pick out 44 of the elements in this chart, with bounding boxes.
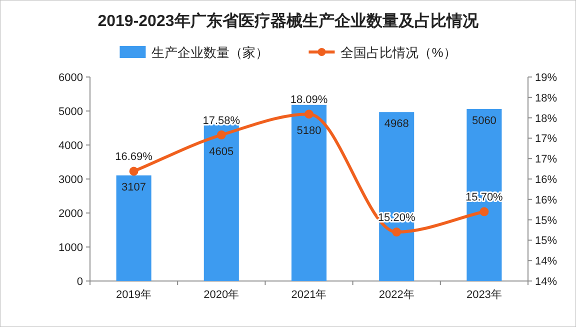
data-label: 5180 xyxy=(296,125,322,138)
point xyxy=(216,130,226,140)
y2-tick-label: 18% xyxy=(535,112,558,125)
y2-tick-label: 18% xyxy=(535,92,558,104)
data-label: 3107 xyxy=(122,181,146,194)
data-label: 4968 xyxy=(384,118,409,130)
y-tick-label: 1000 xyxy=(58,242,83,254)
chart-title: 2019-2023年广东省医疗器械生产企业数量及占比情况 xyxy=(98,12,480,30)
data-label: 18.09% xyxy=(290,94,328,106)
y-tick-label: 6000 xyxy=(58,72,83,84)
data-label: 16.69% xyxy=(115,151,153,164)
x-tick-label: 2022年 xyxy=(378,289,414,301)
legend-label: 全国占比情况（%） xyxy=(340,45,456,60)
bar xyxy=(466,108,502,281)
data-label: 17.58% xyxy=(202,114,240,127)
y-tick-label: 4000 xyxy=(58,140,83,152)
bar xyxy=(204,124,239,281)
y-tick-label: 3000 xyxy=(58,174,83,186)
y-tick-label: 0 xyxy=(76,276,83,288)
y2-tick-label: 16% xyxy=(535,174,558,186)
y-tick-label: 5000 xyxy=(58,106,83,118)
y2-tick-label: 15% xyxy=(535,235,558,248)
y2-tick-label: 14% xyxy=(535,276,558,288)
y2-tick-label: 19% xyxy=(535,72,558,84)
data-label: 5060 xyxy=(472,114,496,127)
bar xyxy=(116,175,152,281)
legend-label: 生产企业数量（家） xyxy=(152,45,269,60)
data-label: 4605 xyxy=(209,146,234,158)
y2-tick-label: 17% xyxy=(535,133,558,146)
point xyxy=(480,207,489,216)
x-tick-label: 2021年 xyxy=(291,289,327,301)
bar xyxy=(291,104,327,281)
y2-tick-label: 15% xyxy=(535,214,558,227)
y-tick-label: 2000 xyxy=(58,208,83,220)
point xyxy=(392,228,402,237)
x-tick-label: 2020年 xyxy=(204,289,240,301)
x-tick-label: 2019年 xyxy=(116,289,152,301)
y2-tick-label: 16% xyxy=(535,194,558,206)
point xyxy=(304,110,314,119)
y2-tick-label: 17% xyxy=(535,154,558,166)
y2-tick-label: 14% xyxy=(535,256,558,268)
bar xyxy=(379,112,414,281)
point xyxy=(129,166,138,176)
x-tick-label: 2023年 xyxy=(466,289,502,301)
